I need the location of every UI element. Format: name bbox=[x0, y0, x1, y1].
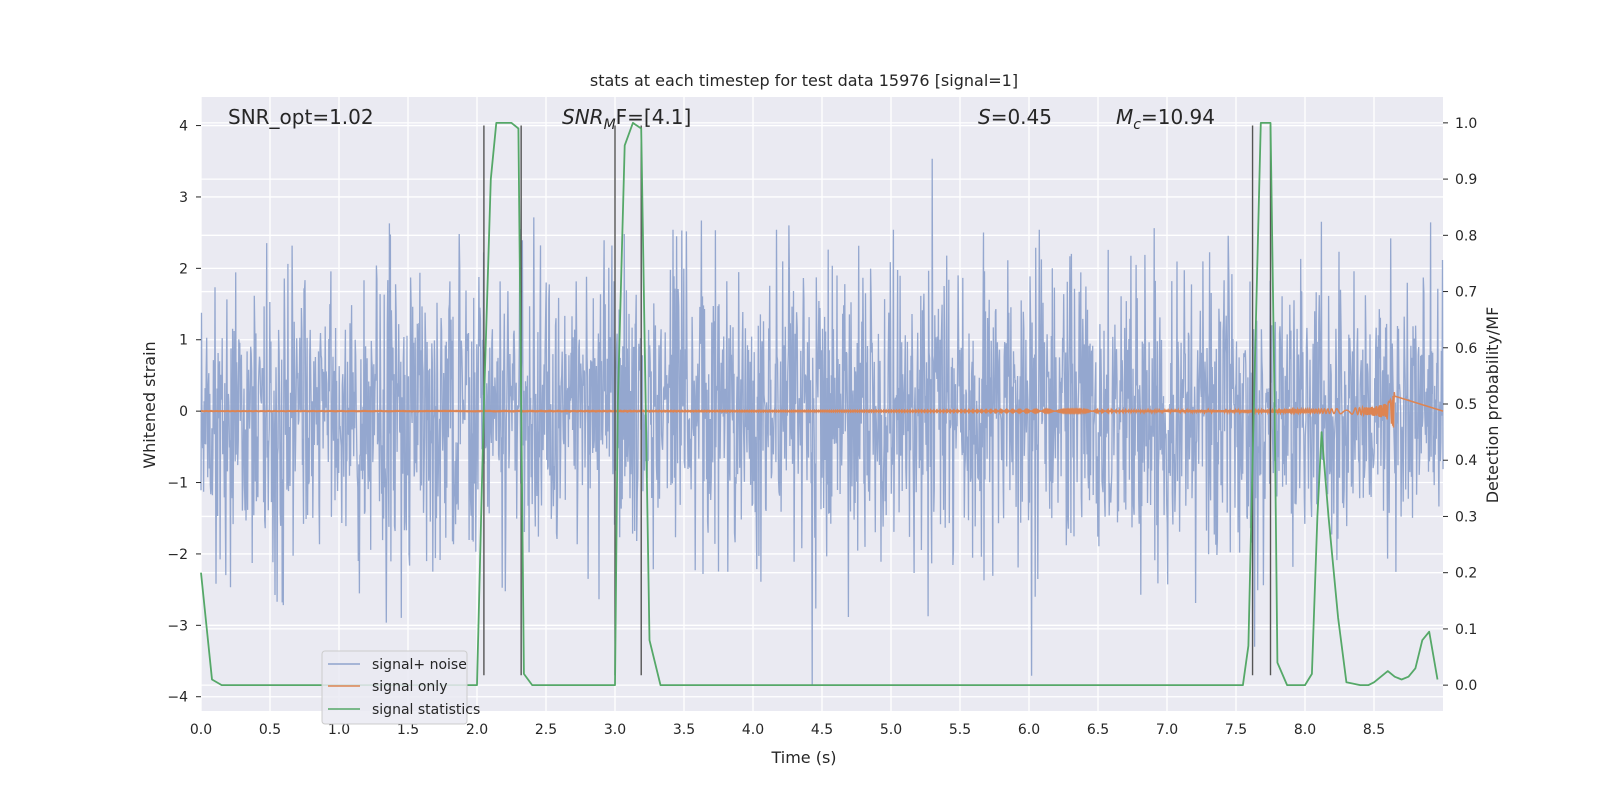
x-tick-label: 6.5 bbox=[1087, 722, 1109, 738]
x-tick-label: 7.0 bbox=[1156, 722, 1178, 738]
signal-noise-series bbox=[200, 158, 1444, 687]
annotation-snr-mf: SNRMF=[4.1] bbox=[562, 105, 691, 133]
y-right-tick-label: 0.5 bbox=[1455, 397, 1477, 413]
y-left-tick-label: 2 bbox=[179, 261, 188, 277]
y-right-tick-label: 0.1 bbox=[1455, 622, 1477, 638]
legend-label-signal: signal only bbox=[372, 679, 447, 695]
x-tick-label: 2.5 bbox=[535, 722, 557, 738]
y-left-tick-label: −1 bbox=[167, 476, 188, 492]
x-tick-label: 4.0 bbox=[742, 722, 764, 738]
x-axis-label: Time (s) bbox=[770, 748, 836, 767]
legend-label-noise: signal+ noise bbox=[372, 657, 467, 673]
y-axis-right-label: Detection probability/MF bbox=[1483, 307, 1502, 504]
y-axis-left-label: Whitened strain bbox=[140, 341, 159, 468]
x-tick-label: 8.5 bbox=[1363, 722, 1385, 738]
y-left-tick-label: 0 bbox=[179, 404, 188, 420]
y-left-tick-label: 3 bbox=[179, 190, 188, 206]
y-left-tick-label: −2 bbox=[167, 547, 188, 563]
x-tick-label: 3.5 bbox=[673, 722, 695, 738]
x-tick-label: 4.5 bbox=[811, 722, 833, 738]
y-left-tick-label: 1 bbox=[179, 333, 188, 349]
y-right-tick-label: 0.2 bbox=[1455, 566, 1477, 582]
annotation-snr-opt: SNR_opt=1.02 bbox=[228, 105, 374, 129]
x-tick-label: 0.5 bbox=[259, 722, 281, 738]
x-tick-label: 7.5 bbox=[1225, 722, 1247, 738]
x-tick-label: 0.0 bbox=[190, 722, 212, 738]
legend-label-stats: signal statistics bbox=[372, 702, 480, 718]
x-tick-label: 1.5 bbox=[397, 722, 419, 738]
y-right-tick-label: 0.7 bbox=[1455, 285, 1477, 301]
x-tick-label: 1.0 bbox=[328, 722, 350, 738]
y-left-tick-label: −4 bbox=[167, 690, 188, 706]
x-tick-label: 5.0 bbox=[880, 722, 902, 738]
x-tick-label: 2.0 bbox=[466, 722, 488, 738]
signal-only-series bbox=[200, 392, 1444, 428]
y-axis-right-ticks: 1.0 0.9 0.8 0.7 0.6 0.5 0.4 0.3 0.2 0.1 0.0 bbox=[1443, 116, 1477, 694]
annotation-mc: Mc=10.94 bbox=[1116, 105, 1215, 133]
y-right-tick-label: 1.0 bbox=[1455, 116, 1477, 132]
y-left-tick-label: 4 bbox=[179, 119, 188, 135]
legend: signal+ noise signal only signal statist… bbox=[321, 650, 480, 725]
x-tick-label: 5.5 bbox=[949, 722, 971, 738]
x-tick-label: 3.0 bbox=[604, 722, 626, 738]
x-tick-label: 8.0 bbox=[1294, 722, 1316, 738]
y-right-tick-label: 0.9 bbox=[1455, 172, 1477, 188]
signal-only-line bbox=[200, 392, 1444, 428]
x-axis-ticks: 0.0 0.5 1.0 1.5 2.0 2.5 3.0 3.5 4.0 4.5 5.0 5.5 6.0 6… bbox=[190, 722, 1385, 738]
y-left-tick-label: −3 bbox=[167, 618, 188, 634]
y-right-tick-label: 0.3 bbox=[1455, 509, 1477, 525]
y-right-tick-label: 0.8 bbox=[1455, 228, 1477, 244]
signal-statistics-line bbox=[200, 122, 1439, 686]
signal-statistics-series bbox=[200, 122, 1439, 686]
y-right-tick-label: 0.6 bbox=[1455, 341, 1477, 357]
noise-line bbox=[200, 158, 1444, 687]
y-right-tick-label: 0.4 bbox=[1455, 453, 1477, 469]
x-tick-label: 6.0 bbox=[1018, 722, 1040, 738]
legend-box bbox=[321, 650, 468, 725]
annotation-s: S=0.45 bbox=[978, 105, 1052, 129]
chart-title: stats at each timestep for test data 159… bbox=[590, 71, 1018, 90]
y-axis-left-ticks: 4 3 2 1 0 −1 −2 −3 −4 bbox=[167, 119, 201, 706]
y-right-tick-label: 0.0 bbox=[1455, 678, 1477, 694]
